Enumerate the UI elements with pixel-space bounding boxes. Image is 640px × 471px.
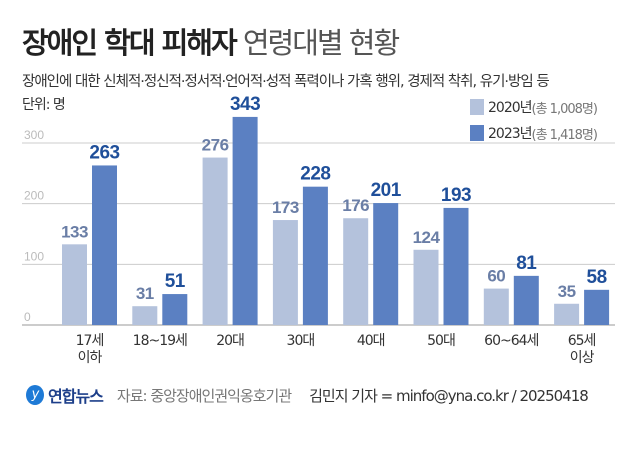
legend-swatch bbox=[470, 125, 484, 141]
bar-2023년-65세 이상 bbox=[584, 289, 610, 325]
y-tick-label: 100 bbox=[24, 249, 44, 263]
bar-2020년-20대 bbox=[202, 157, 228, 325]
bar-2020년-17세 이하 bbox=[62, 244, 87, 325]
bar-2023년-17세 이하 bbox=[92, 165, 117, 325]
data-label: 263 bbox=[89, 142, 119, 163]
x-tick-label: 18~19세 bbox=[133, 333, 187, 349]
bar-2023년-40대 bbox=[373, 203, 399, 325]
bar-2020년-65세 이상 bbox=[554, 303, 580, 325]
x-tick-label: 30대 bbox=[287, 333, 315, 349]
x-tick-label: 60~64세 bbox=[484, 333, 538, 349]
bar-2023년-18~19세 bbox=[162, 294, 188, 325]
data-label: 35 bbox=[558, 282, 576, 301]
data-label: 343 bbox=[230, 94, 260, 115]
legend-item-2023: 2023년 (총 1,418명) bbox=[470, 120, 598, 146]
bar-2023년-60~64세 bbox=[513, 275, 539, 325]
data-label: 60 bbox=[487, 267, 505, 286]
bar-2020년-50대 bbox=[413, 249, 439, 325]
data-label: 176 bbox=[342, 196, 369, 215]
x-tick-label: 이하 bbox=[78, 350, 103, 366]
legend: 2020년 (총 1,008명) 2023년 (총 1,418명) bbox=[470, 94, 598, 146]
x-tick-label: 65세 bbox=[568, 333, 596, 349]
data-label: 51 bbox=[165, 271, 186, 292]
footer: y 연합뉴스 자료: 중앙장애인권익옹호기관 김민지 기자 = minfo@yn… bbox=[26, 383, 589, 407]
bar-2023년-30대 bbox=[302, 186, 328, 325]
bar-2020년-40대 bbox=[343, 218, 369, 325]
yonhap-logo-icon: y bbox=[26, 385, 44, 405]
legend-item-2020: 2020년 (총 1,008명) bbox=[470, 94, 598, 120]
x-tick-label: 17세 bbox=[76, 333, 104, 349]
x-tick-label: 50대 bbox=[427, 333, 455, 349]
x-tick-label: 이상 bbox=[570, 350, 595, 366]
data-label: 124 bbox=[413, 228, 441, 247]
brand: 연합뉴스 bbox=[48, 387, 104, 406]
data-label: 133 bbox=[61, 222, 88, 241]
data-label: 193 bbox=[441, 185, 471, 206]
data-label: 228 bbox=[300, 164, 330, 185]
credit: 김민지 기자 = minfo@yna.co.kr / 20250418 bbox=[309, 386, 589, 405]
data-label: 173 bbox=[272, 198, 299, 217]
chart-title: 장애인 학대 피해자 연령대별 현황 bbox=[22, 26, 400, 60]
legend-swatch bbox=[470, 99, 484, 115]
data-label: 31 bbox=[136, 284, 154, 303]
y-tick-label: 200 bbox=[24, 189, 44, 203]
data-label: 81 bbox=[516, 253, 537, 274]
unit-label: 단위: 명 bbox=[22, 97, 66, 113]
data-label: 201 bbox=[371, 180, 402, 201]
bar-2020년-30대 bbox=[272, 220, 298, 325]
bar-2023년-50대 bbox=[443, 207, 469, 325]
source: 자료: 중앙장애인권익옹호기관 bbox=[116, 386, 292, 405]
data-label: 276 bbox=[202, 136, 229, 155]
x-tick-label: 20대 bbox=[216, 333, 244, 349]
chart-subtitle: 장애인에 대한 신체적·정신적·정서적·언어적·성적 폭력이나 가혹 행위, 경… bbox=[22, 74, 550, 90]
bar-2023년-20대 bbox=[232, 116, 258, 325]
data-label: 58 bbox=[587, 267, 607, 288]
x-tick-label: 40대 bbox=[357, 333, 385, 349]
y-tick-label: 300 bbox=[24, 128, 44, 142]
bar-2020년-60~64세 bbox=[483, 288, 509, 325]
y-tick-label: 0 bbox=[24, 310, 31, 324]
bar-2020년-18~19세 bbox=[132, 306, 158, 325]
